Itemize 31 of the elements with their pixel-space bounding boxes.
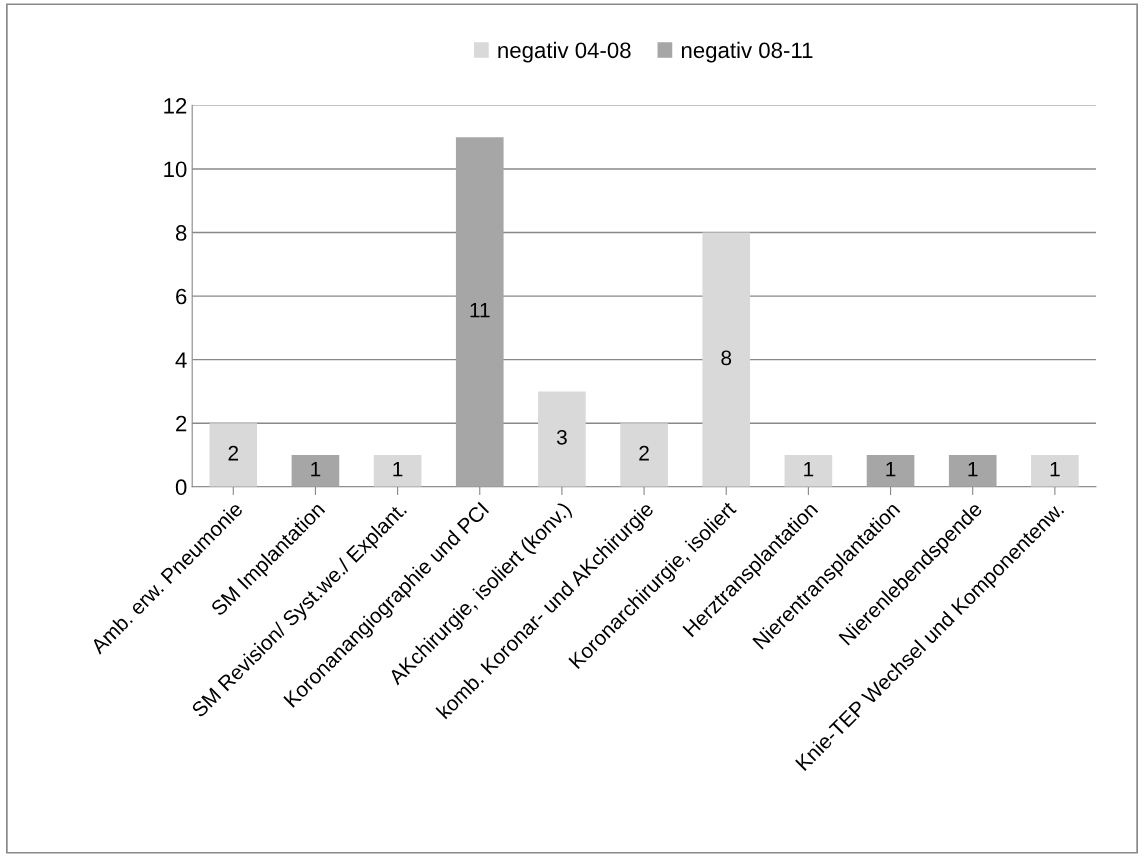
y-tick-label: 10: [164, 161, 187, 178]
legend-label: negativ 08-11: [681, 41, 813, 63]
y-tick-label: 6: [176, 288, 187, 305]
bar: [538, 391, 586, 487]
bar: [620, 423, 668, 487]
y-tick-label: 8: [175, 225, 187, 241]
data-label: 1: [968, 461, 978, 477]
bar: [1031, 455, 1079, 487]
y-tick-label: 4: [175, 352, 187, 368]
data-label: 1: [804, 461, 814, 477]
y-tick-label: 0: [175, 479, 187, 496]
bar: [291, 455, 340, 487]
data-label: 3: [556, 429, 567, 445]
data-label: 1: [1050, 461, 1060, 477]
data-label: 2: [639, 445, 649, 461]
data-label: 1: [311, 461, 321, 477]
bar: [948, 455, 997, 487]
bar: [866, 455, 915, 487]
y-tick-label: 2: [176, 415, 187, 432]
data-label: 8: [721, 350, 732, 366]
bar: [373, 455, 422, 487]
bar: [702, 232, 751, 487]
bar: [455, 137, 504, 487]
legend-label: negativ 04-08: [498, 41, 631, 63]
bar: [784, 455, 833, 487]
data-label: 1: [393, 461, 403, 477]
data-label: 1: [886, 461, 896, 477]
data-label: 11: [470, 303, 490, 318]
bar: [209, 423, 258, 487]
y-tick-label: 12: [164, 97, 187, 114]
data-label: 2: [228, 445, 239, 461]
